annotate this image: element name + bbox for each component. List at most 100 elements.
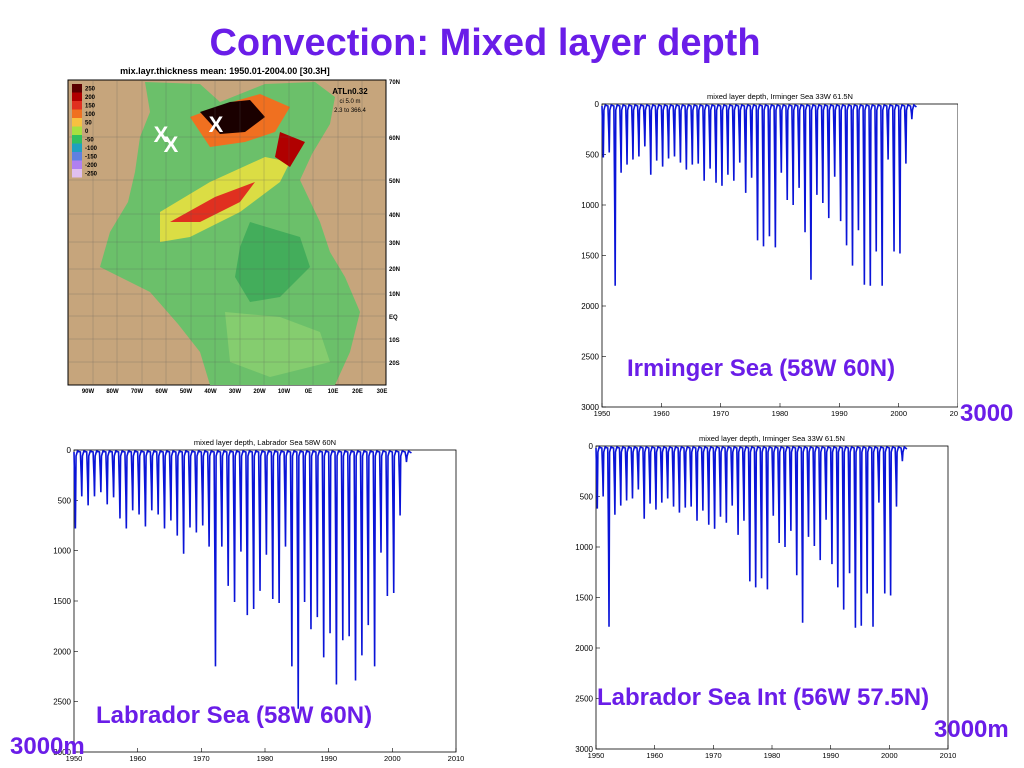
- colorbar-swatch: [72, 143, 82, 152]
- lon-label: 40W: [204, 389, 217, 395]
- map-colorbar: 250 200 150 100 50 0 -50 -100 -150 -200 -250: [72, 84, 98, 178]
- depth-series-line: [595, 445, 908, 628]
- x-tick-label: 1960: [646, 751, 663, 760]
- label-depth-c: 3000m: [934, 716, 1009, 743]
- lon-label: 10W: [278, 389, 291, 395]
- x-tick-label: 1970: [712, 409, 729, 418]
- y-tick-label: 3000: [581, 403, 599, 412]
- y-tick-label: 1000: [581, 201, 599, 210]
- map-area: [67, 79, 387, 386]
- colorbar-swatch: [72, 109, 82, 118]
- lat-label: 70N: [389, 80, 400, 86]
- y-tick-label: 1000: [53, 547, 71, 556]
- y-tick-label: 500: [586, 151, 600, 160]
- map-marker-3: X: [164, 132, 179, 157]
- lon-label: 20W: [253, 389, 266, 395]
- colorbar-label: 200: [85, 95, 96, 101]
- label-irminger: Irminger Sea (58W 60N): [627, 355, 896, 382]
- x-tick-label: 2010: [940, 751, 957, 760]
- x-tick-label: 1960: [129, 754, 146, 763]
- colorbar-label: 250: [85, 87, 96, 93]
- colorbar-label: 50: [85, 121, 92, 127]
- y-tick-label: 500: [580, 493, 594, 502]
- colorbar-label: 150: [85, 104, 96, 110]
- depth-series-line: [601, 103, 917, 286]
- lon-label: 10E: [328, 389, 339, 395]
- lat-label: EQ: [389, 315, 398, 321]
- y-tick-label: 1500: [581, 252, 599, 261]
- x-tick-label: 1960: [653, 409, 670, 418]
- lat-label: 30N: [389, 241, 400, 247]
- x-tick-label: 1950: [588, 751, 605, 760]
- colorbar-label: -200: [85, 163, 98, 169]
- x-tick-label: 1950: [66, 754, 83, 763]
- x-tick-label: 2010: [950, 409, 958, 418]
- y-tick-label: 1000: [575, 543, 593, 552]
- depth-series-line: [73, 449, 412, 709]
- x-tick-label: 1990: [822, 751, 839, 760]
- chart-title: mixed layer depth, Irminger Sea 33W 61.5…: [699, 434, 845, 443]
- map-ci-label: ci 5.0 m: [339, 99, 360, 105]
- map-marker-1: X: [209, 112, 224, 137]
- chart-irminger-top: mixed layer depth, Irminger Sea 33W 61.5…: [581, 92, 958, 418]
- y-tick-label: 3000: [575, 745, 593, 754]
- colorbar-swatch: [72, 92, 82, 101]
- lat-label: 50N: [389, 179, 400, 185]
- x-tick-label: 1990: [831, 409, 848, 418]
- lat-label: 10N: [389, 292, 400, 298]
- chart-title: mixed layer depth, Labrador Sea 58W 60N: [194, 438, 336, 447]
- colorbar-swatch: [72, 101, 82, 110]
- lon-label: 70W: [131, 389, 144, 395]
- lon-label: 30W: [229, 389, 242, 395]
- colorbar-label: 100: [85, 112, 96, 118]
- x-tick-label: 1980: [772, 409, 789, 418]
- x-tick-label: 1980: [257, 754, 274, 763]
- slide-title: Convection: Mixed layer depth: [209, 22, 761, 64]
- y-tick-label: 2000: [53, 647, 71, 656]
- y-tick-label: 1500: [53, 597, 71, 606]
- colorbar-swatch: [72, 169, 82, 178]
- colorbar-label: -150: [85, 155, 98, 161]
- colorbar-swatch: [72, 118, 82, 127]
- y-tick-label: 2000: [575, 644, 593, 653]
- map-marker-2: X: [154, 122, 169, 147]
- y-tick-label: 2500: [581, 353, 599, 362]
- y-tick-label: 2500: [575, 695, 593, 704]
- mixed-layer-map: mix.layr.thickness mean: 1950.01-2004.00…: [50, 62, 400, 398]
- x-tick-label: 1950: [594, 409, 611, 418]
- y-tick-label: 0: [595, 100, 600, 109]
- colorbar-swatch: [72, 84, 82, 93]
- x-tick-label: 2000: [881, 751, 898, 760]
- x-tick-label: 2000: [890, 409, 907, 418]
- y-tick-label: 3000: [53, 748, 71, 757]
- lon-label: 80W: [106, 389, 119, 395]
- lat-label: 10S: [389, 338, 400, 344]
- x-tick-label: 1980: [764, 751, 781, 760]
- colorbar-swatch: [72, 126, 82, 135]
- lon-label: 0E: [305, 389, 312, 395]
- y-tick-label: 0: [67, 446, 72, 455]
- y-tick-label: 0: [589, 442, 594, 451]
- lon-label: 60W: [155, 389, 168, 395]
- label-labrador-int: Labrador Sea Int (56W 57.5N): [597, 684, 930, 711]
- label-labrador: Labrador Sea (58W 60N): [96, 702, 373, 729]
- lon-label: 30E: [377, 389, 388, 395]
- chart-labrador-int: mixed layer depth, Irminger Sea 33W 61.5…: [575, 434, 957, 760]
- x-tick-label: 2000: [384, 754, 401, 763]
- y-tick-label: 2000: [581, 302, 599, 311]
- colorbar-swatch: [72, 135, 82, 144]
- map-lon-labels: 90W 80W 70W 60W 50W 40W 30W 20W 10W 0E 10E 20E 30E: [82, 389, 388, 395]
- lon-label: 90W: [82, 389, 95, 395]
- lat-label: 20S: [389, 361, 400, 367]
- x-tick-label: 1990: [320, 754, 337, 763]
- colorbar-swatch: [72, 152, 82, 161]
- x-tick-label: 2010: [448, 754, 465, 763]
- x-tick-label: 1970: [193, 754, 210, 763]
- lat-label: 60N: [389, 136, 400, 142]
- lat-label: 40N: [389, 213, 400, 219]
- lon-label: 20E: [352, 389, 363, 395]
- y-tick-label: 500: [58, 496, 72, 505]
- x-tick-label: 1970: [705, 751, 722, 760]
- map-lat-labels: 70N 60N 50N 40N 30N 20N 10N EQ 10S 20S: [389, 80, 400, 367]
- colorbar-label: 0: [85, 129, 89, 135]
